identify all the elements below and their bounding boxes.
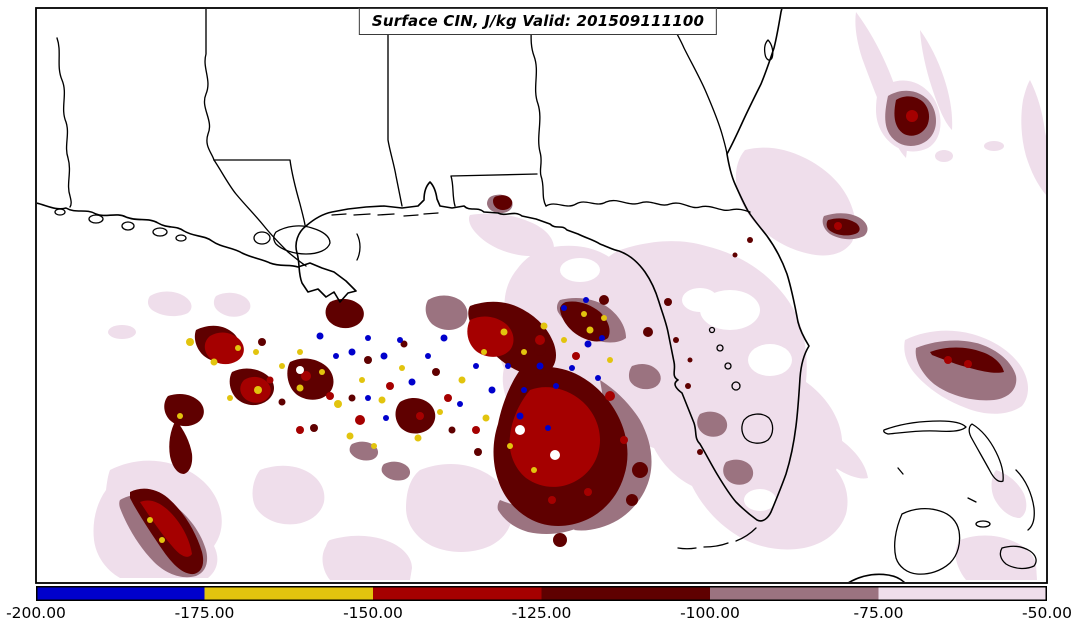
colorbar bbox=[36, 586, 1047, 601]
map-title: Surface CIN, J/kg Valid: 201509111100 bbox=[371, 12, 705, 30]
tick-label-2: -150.00 bbox=[343, 604, 403, 622]
contour-bin-red bbox=[140, 110, 972, 557]
contour-core-holes bbox=[246, 356, 560, 460]
map-title-box: Surface CIN, J/kg Valid: 201509111100 bbox=[358, 8, 718, 35]
tick-label-0: -200.00 bbox=[6, 604, 66, 622]
coastlines bbox=[37, 9, 906, 582]
colorbar-segment-2 bbox=[373, 586, 542, 601]
colorbar-segment-0 bbox=[36, 586, 205, 601]
contour-bin-yellow bbox=[147, 311, 613, 543]
state-borders bbox=[56, 9, 751, 267]
tick-label-5: -75.00 bbox=[853, 604, 904, 622]
tick-label-4: -100.00 bbox=[680, 604, 740, 622]
barrier-islands-and-keys bbox=[331, 39, 774, 550]
colorbar-segment-1 bbox=[204, 586, 373, 601]
tick-label-1: -175.00 bbox=[174, 604, 235, 622]
cin-filled-contours bbox=[93, 12, 1046, 580]
colorbar-outline bbox=[36, 586, 1047, 601]
lakes bbox=[54, 208, 774, 444]
contour-holes bbox=[560, 258, 792, 511]
bahamas-islands bbox=[883, 420, 1037, 575]
colorbar-segment-5 bbox=[878, 586, 1047, 601]
tick-label-3: -125.00 bbox=[511, 604, 572, 622]
colorbar-ticks: -200.00 -175.00 -150.00 -125.00 -100.00 … bbox=[0, 604, 1076, 628]
tick-label-6: -50.00 bbox=[1022, 604, 1072, 622]
colorbar-segment-3 bbox=[541, 586, 710, 601]
colorbar-segment-4 bbox=[710, 586, 879, 601]
contour-bin-blue bbox=[316, 297, 605, 431]
